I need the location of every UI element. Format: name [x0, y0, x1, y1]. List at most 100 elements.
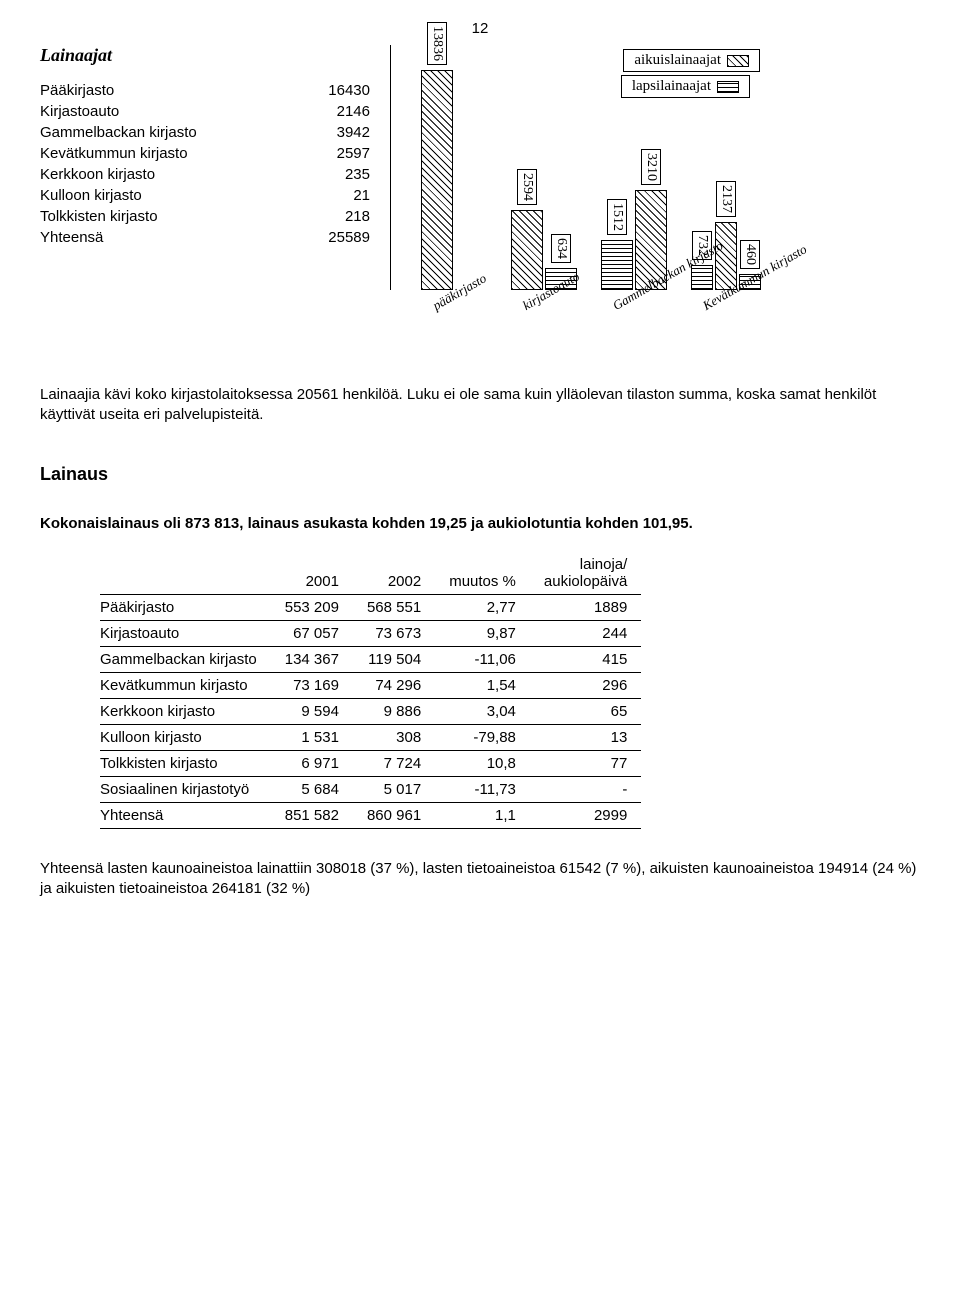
chart-xlabels: pääkirjastokirjastoautoGammelbackan kirj…: [390, 290, 830, 345]
table-cell: 73 169: [271, 673, 353, 699]
table-cell: 1,1: [435, 803, 530, 829]
table-header-cell: [271, 552, 353, 573]
stats-value: 2597: [300, 145, 370, 162]
table-cell: 5 017: [353, 777, 435, 803]
table-cell: -11,73: [435, 777, 530, 803]
bar-value-label: 2594: [517, 169, 537, 205]
table-cell: 119 504: [353, 647, 435, 673]
table-cell: 296: [530, 673, 641, 699]
stats-value: 3942: [300, 124, 370, 141]
lainaajat-block: Lainaajat Pääkirjasto16430Kirjastoauto21…: [40, 45, 370, 345]
table-cell: 77: [530, 751, 641, 777]
stats-value: 218: [300, 208, 370, 225]
stats-value: 16430: [300, 82, 370, 99]
table-header-cell: [435, 552, 530, 573]
table-cell: 308: [353, 725, 435, 751]
stats-label: Kirjastoauto: [40, 103, 300, 120]
paragraph-1: Lainaajia kävi koko kirjastolaitoksessa …: [40, 385, 920, 424]
stats-row: Tolkkisten kirjasto218: [40, 206, 370, 227]
stats-row: Kerkkoon kirjasto235: [40, 164, 370, 185]
table-cell: Yhteensä: [100, 803, 271, 829]
table-header-cell: 2001: [271, 573, 353, 595]
chart-block: aikuislainaajat lapsilainaajat 138362594…: [390, 45, 920, 345]
table-cell: 65: [530, 699, 641, 725]
table-row: Yhteensä851 582860 9611,12999: [100, 803, 641, 829]
bar-value-label: 1512: [607, 199, 627, 235]
bar-value-label: 634: [551, 234, 571, 263]
bar: 2594: [511, 210, 543, 290]
table-cell: -79,88: [435, 725, 530, 751]
table-cell: 9 594: [271, 699, 353, 725]
bar-value-label: 460: [740, 240, 760, 269]
lainaus-title: Lainaus: [40, 464, 920, 485]
borrowers-chart: aikuislainaajat lapsilainaajat 138362594…: [390, 45, 830, 345]
table-row: Kirjastoauto67 05773 6739,87244: [100, 621, 641, 647]
footer-text: Yhteensä lasten kaunoaineistoa lainattii…: [40, 859, 920, 898]
table-cell: Sosiaalinen kirjastotyö: [100, 777, 271, 803]
table-header-cell: lainoja/: [530, 552, 641, 573]
table-cell: 1,54: [435, 673, 530, 699]
table-cell: 1 531: [271, 725, 353, 751]
table-row: Kerkkoon kirjasto9 5949 8863,0465: [100, 699, 641, 725]
stats-value: 235: [300, 166, 370, 183]
table-cell: 851 582: [271, 803, 353, 829]
table-header-cell: muutos %: [435, 573, 530, 595]
stats-row: Gammelbackan kirjasto3942: [40, 122, 370, 143]
table-cell: 553 209: [271, 595, 353, 621]
table-cell: 1889: [530, 595, 641, 621]
table-cell: 134 367: [271, 647, 353, 673]
stats-label: Tolkkisten kirjasto: [40, 208, 300, 225]
table-header-cell: [353, 552, 435, 573]
table-cell: 13: [530, 725, 641, 751]
stats-row: Yhteensä25589: [40, 227, 370, 248]
top-section: Lainaajat Pääkirjasto16430Kirjastoauto21…: [40, 45, 920, 345]
table-cell: 3,04: [435, 699, 530, 725]
table-cell: 10,8: [435, 751, 530, 777]
bar: 1512: [601, 240, 633, 290]
table-cell: 74 296: [353, 673, 435, 699]
table-row: Sosiaalinen kirjastotyö5 6845 017-11,73-: [100, 777, 641, 803]
lainaajat-rows: Pääkirjasto16430Kirjastoauto2146Gammelba…: [40, 80, 370, 248]
table-cell: 415: [530, 647, 641, 673]
table-cell: -: [530, 777, 641, 803]
table-cell: Kirjastoauto: [100, 621, 271, 647]
bar: 13836: [421, 70, 453, 290]
lainaajat-title: Lainaajat: [40, 45, 370, 66]
table-cell: Gammelbackan kirjasto: [100, 647, 271, 673]
bar-value-label: 13836: [427, 22, 447, 65]
stats-label: Pääkirjasto: [40, 82, 300, 99]
page-number: 12: [40, 20, 920, 37]
stats-row: Kirjastoauto2146: [40, 101, 370, 122]
stats-row: Kevätkummun kirjasto2597: [40, 143, 370, 164]
table-cell: 244: [530, 621, 641, 647]
bar-value-label: 2137: [716, 181, 736, 217]
stats-row: Pääkirjasto16430: [40, 80, 370, 101]
table-cell: 6 971: [271, 751, 353, 777]
table-cell: Kevätkummun kirjasto: [100, 673, 271, 699]
stats-value: 25589: [300, 229, 370, 246]
table-row: Kevätkummun kirjasto73 16974 2961,54296: [100, 673, 641, 699]
bar-value-label: 3210: [641, 149, 661, 185]
table-header-cell: aukiolopäivä: [530, 573, 641, 595]
table-cell: Tolkkisten kirjasto: [100, 751, 271, 777]
stats-row: Kulloon kirjasto21: [40, 185, 370, 206]
table-cell: -11,06: [435, 647, 530, 673]
table-cell: 73 673: [353, 621, 435, 647]
table-row: Pääkirjasto553 209568 5512,771889: [100, 595, 641, 621]
chart-plot: 138362594634151232107322137460: [390, 45, 830, 290]
stats-value: 21: [300, 187, 370, 204]
stats-label: Kevätkummun kirjasto: [40, 145, 300, 162]
table-cell: 568 551: [353, 595, 435, 621]
stats-label: Kerkkoon kirjasto: [40, 166, 300, 183]
table-header-cell: 2002: [353, 573, 435, 595]
table-cell: 2,77: [435, 595, 530, 621]
table-row: Gammelbackan kirjasto134 367119 504-11,0…: [100, 647, 641, 673]
table-cell: 9 886: [353, 699, 435, 725]
lainaus-intro: Kokonaislainaus oli 873 813, lainaus asu…: [40, 515, 920, 532]
table-cell: 67 057: [271, 621, 353, 647]
lainaus-table: lainoja/20012002muutos %aukiolopäiväPääk…: [100, 552, 641, 829]
stats-label: Gammelbackan kirjasto: [40, 124, 300, 141]
table-cell: 9,87: [435, 621, 530, 647]
stats-label: Yhteensä: [40, 229, 300, 246]
table-cell: Kulloon kirjasto: [100, 725, 271, 751]
